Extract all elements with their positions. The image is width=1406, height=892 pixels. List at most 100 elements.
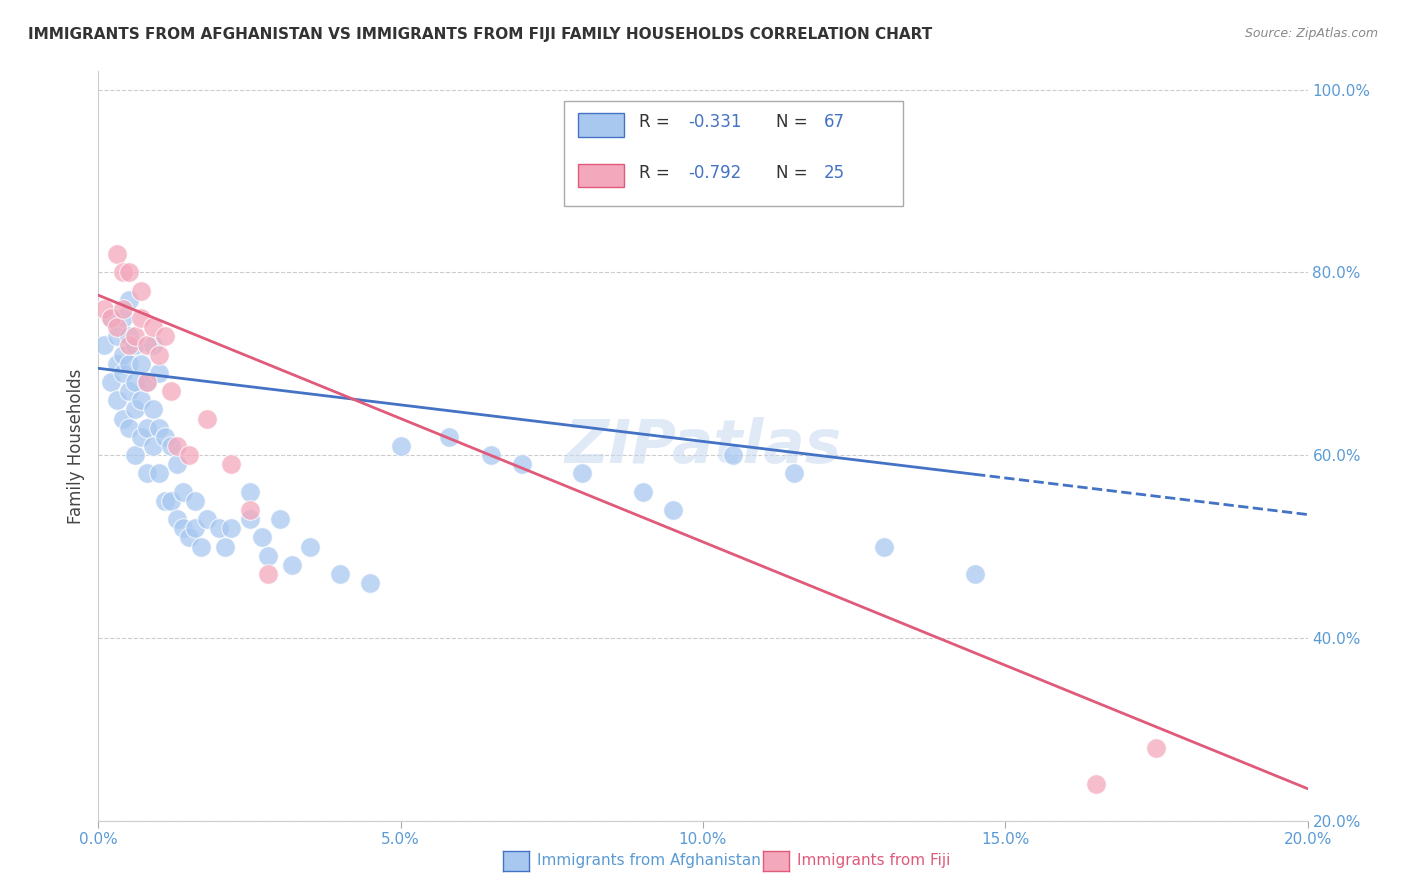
Text: 25: 25 [824, 164, 845, 182]
Point [256, 549, 278, 563]
Point [195, 411, 218, 425]
Point [360, 576, 382, 591]
Point [166, 439, 188, 453]
Point [118, 357, 141, 371]
Point [239, 484, 262, 499]
Point [160, 493, 183, 508]
Point [118, 384, 141, 399]
Point [783, 467, 806, 481]
Point [124, 338, 146, 352]
Text: -0.792: -0.792 [689, 164, 742, 182]
Point [148, 421, 170, 435]
Point [118, 265, 141, 279]
Point [135, 375, 157, 389]
Point [184, 493, 207, 508]
Point [329, 566, 352, 581]
FancyBboxPatch shape [578, 163, 624, 187]
Text: R =: R = [638, 164, 675, 182]
Point [172, 521, 194, 535]
Point [160, 384, 183, 399]
Text: -0.331: -0.331 [689, 113, 742, 131]
Text: Immigrants from Fiji: Immigrants from Fiji [797, 854, 950, 868]
Point [256, 566, 278, 581]
Point [208, 521, 231, 535]
Point [239, 512, 262, 526]
Point [1144, 740, 1167, 755]
Point [221, 457, 243, 471]
Point [111, 366, 134, 380]
Point [172, 484, 194, 499]
Point [105, 320, 128, 334]
Text: 67: 67 [824, 113, 845, 131]
Point [129, 284, 152, 298]
Point [153, 493, 176, 508]
Point [190, 540, 212, 554]
Point [105, 329, 128, 343]
Point [239, 503, 262, 517]
Point [142, 402, 165, 417]
Text: Source: ZipAtlas.com: Source: ZipAtlas.com [1244, 27, 1378, 40]
Point [105, 357, 128, 371]
Point [437, 430, 460, 444]
Point [195, 512, 218, 526]
Point [129, 393, 152, 408]
Text: IMMIGRANTS FROM AFGHANISTAN VS IMMIGRANTS FROM FIJI FAMILY HOUSEHOLDS CORRELATIO: IMMIGRANTS FROM AFGHANISTAN VS IMMIGRANT… [28, 27, 932, 42]
Point [135, 375, 157, 389]
Point [93, 301, 115, 316]
Point [184, 521, 207, 535]
Point [100, 311, 122, 326]
Point [873, 540, 896, 554]
Point [124, 402, 146, 417]
Point [389, 439, 412, 453]
Point [214, 540, 236, 554]
Point [510, 457, 533, 471]
Point [148, 348, 170, 362]
Text: ZIPatlas: ZIPatlas [564, 417, 842, 475]
Point [129, 311, 152, 326]
Point [135, 467, 157, 481]
Point [111, 411, 134, 425]
Point [124, 375, 146, 389]
Point [148, 467, 170, 481]
Point [571, 467, 593, 481]
Point [153, 329, 176, 343]
Text: Immigrants from Afghanistan: Immigrants from Afghanistan [537, 854, 761, 868]
Point [118, 293, 141, 307]
Point [221, 521, 243, 535]
Point [142, 439, 165, 453]
Point [105, 393, 128, 408]
Point [118, 338, 141, 352]
Point [142, 320, 165, 334]
Point [111, 348, 134, 362]
Point [124, 448, 146, 462]
Point [142, 338, 165, 352]
Point [965, 566, 987, 581]
Point [481, 448, 503, 462]
Point [135, 421, 157, 435]
Point [93, 338, 115, 352]
Point [1085, 777, 1108, 791]
Point [129, 430, 152, 444]
Point [166, 512, 188, 526]
Point [111, 301, 134, 316]
Point [111, 311, 134, 326]
Point [269, 512, 291, 526]
Text: N =: N = [776, 113, 813, 131]
Point [723, 448, 745, 462]
Point [631, 484, 654, 499]
Point [250, 530, 273, 544]
Point [299, 540, 322, 554]
Point [153, 430, 176, 444]
FancyBboxPatch shape [578, 112, 624, 136]
Point [100, 375, 122, 389]
Text: N =: N = [776, 164, 813, 182]
Point [661, 503, 683, 517]
Point [160, 439, 183, 453]
Point [281, 558, 304, 572]
Point [118, 421, 141, 435]
Point [100, 311, 122, 326]
Point [124, 329, 146, 343]
Point [129, 357, 152, 371]
Point [135, 338, 157, 352]
Point [118, 329, 141, 343]
